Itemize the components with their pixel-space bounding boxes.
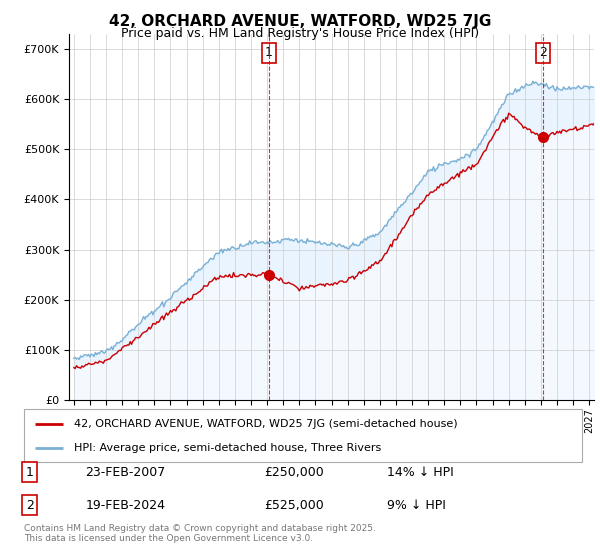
Text: 2: 2	[26, 498, 34, 512]
Text: Price paid vs. HM Land Registry's House Price Index (HPI): Price paid vs. HM Land Registry's House …	[121, 27, 479, 40]
Text: 19-FEB-2024: 19-FEB-2024	[85, 498, 166, 512]
Text: £250,000: £250,000	[264, 465, 323, 479]
Text: 14% ↓ HPI: 14% ↓ HPI	[387, 465, 454, 479]
Text: 42, ORCHARD AVENUE, WATFORD, WD25 7JG (semi-detached house): 42, ORCHARD AVENUE, WATFORD, WD25 7JG (s…	[74, 419, 458, 429]
Text: 1: 1	[26, 465, 34, 479]
Text: Contains HM Land Registry data © Crown copyright and database right 2025.
This d: Contains HM Land Registry data © Crown c…	[24, 524, 376, 543]
Text: 23-FEB-2007: 23-FEB-2007	[85, 465, 166, 479]
Text: HPI: Average price, semi-detached house, Three Rivers: HPI: Average price, semi-detached house,…	[74, 443, 382, 453]
Text: 2: 2	[539, 46, 547, 59]
Text: 42, ORCHARD AVENUE, WATFORD, WD25 7JG: 42, ORCHARD AVENUE, WATFORD, WD25 7JG	[109, 14, 491, 29]
FancyBboxPatch shape	[24, 409, 582, 462]
Text: 1: 1	[265, 46, 273, 59]
Text: £525,000: £525,000	[264, 498, 323, 512]
Text: 9% ↓ HPI: 9% ↓ HPI	[387, 498, 446, 512]
